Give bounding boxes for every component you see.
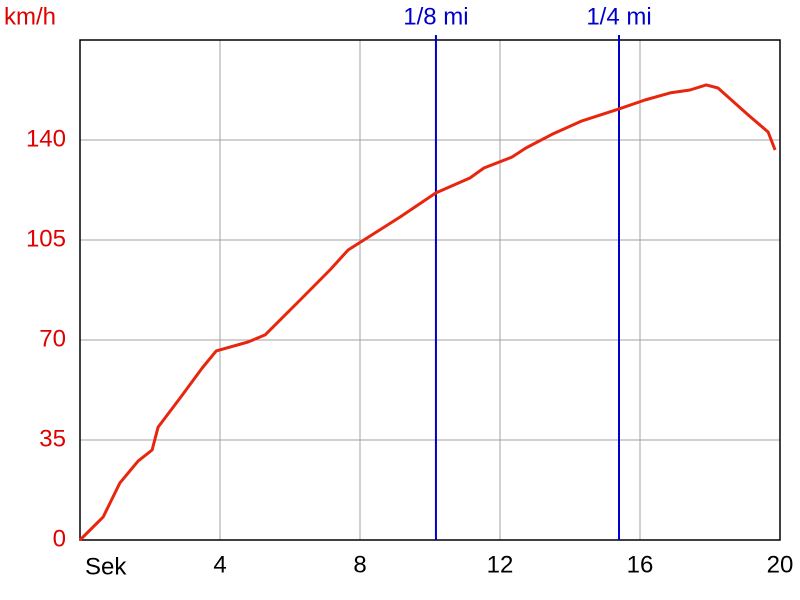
distance-marker-label: 1/4 mi: [586, 3, 651, 30]
y-axis-label: km/h: [4, 3, 56, 30]
y-tick-label: 70: [39, 325, 66, 352]
x-tick-label: 16: [627, 551, 654, 578]
x-axis-label: Sek: [85, 553, 127, 580]
plot-frame: [79, 39, 781, 541]
x-tick-label: 8: [353, 551, 366, 578]
distance-marker-label: 1/8 mi: [403, 3, 468, 30]
x-tick-label: 4: [213, 551, 226, 578]
speed-line: [78, 83, 777, 542]
y-tick-label: 140: [26, 125, 66, 152]
y-tick-label: 0: [53, 525, 66, 552]
y-tick-label: 105: [26, 225, 66, 252]
x-tick-label: 12: [487, 551, 514, 578]
y-tick-label: 35: [39, 425, 66, 452]
x-tick-label: 20: [767, 551, 794, 578]
